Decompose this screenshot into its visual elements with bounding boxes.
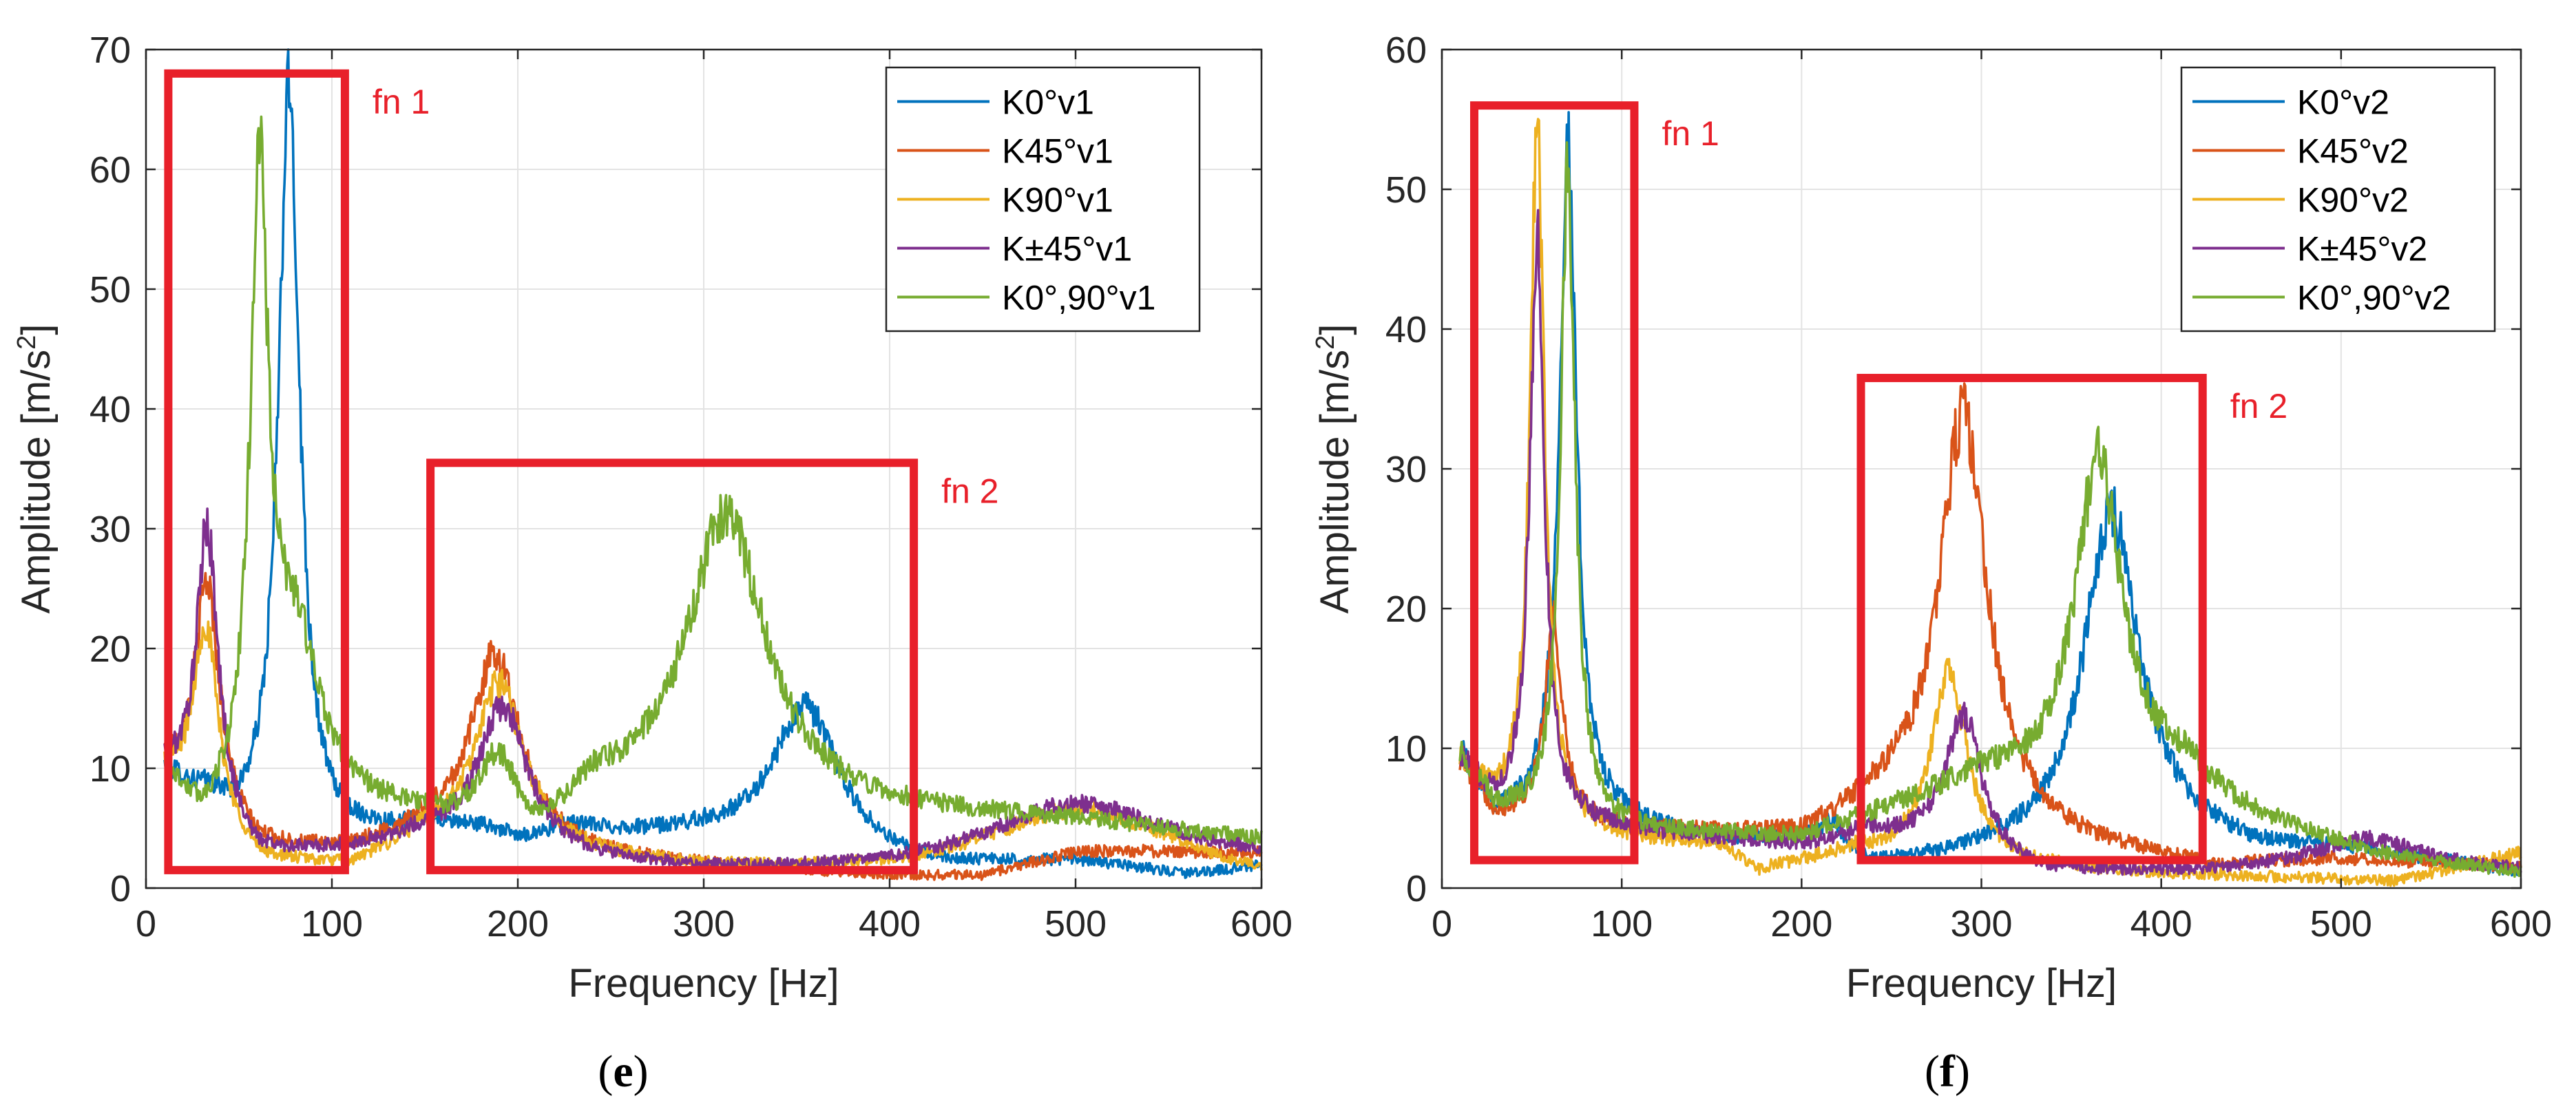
annotation-box-fn-2 — [1856, 374, 2207, 865]
annotation-box-fn-2 — [426, 458, 919, 874]
legend-label-k90-v2: K90°v2 — [2297, 181, 2409, 220]
x-tick-label: 100 — [1591, 903, 1653, 945]
annotation-label-fn-1: fn 1 — [373, 83, 430, 121]
annotation-label-fn-2: fn 2 — [941, 472, 998, 510]
legend-label-k45-v2: K45°v2 — [2297, 132, 2409, 171]
axes-f: 0 100 200 300 400 500 600 0 10 20 30 40 50 60 — [1385, 30, 2552, 945]
x-tick-label: 600 — [2490, 903, 2552, 945]
legend-label-k0-90-v1: K0°,90°v1 — [1002, 279, 1155, 317]
y-tick-label: 40 — [1385, 309, 1427, 350]
x-tick-label: 300 — [673, 903, 735, 945]
x-tick-label: 200 — [1770, 903, 1832, 945]
y-tick-label: 0 — [1406, 868, 1427, 909]
y-tick-label: 60 — [1385, 30, 1427, 71]
legend-f: K0°v2 K45°v2 K90°v2 K±45°v2 K0°,90°v2 — [2180, 66, 2496, 333]
x-axis-label-f: Frequency [Hz] — [1846, 961, 2117, 1006]
y-tick-label: 50 — [90, 269, 131, 310]
legend-label-k0-v2: K0°v2 — [2297, 83, 2389, 122]
x-tick-label: 0 — [136, 903, 156, 945]
x-tick-label: 0 — [1432, 903, 1452, 945]
y-tick-label: 30 — [1385, 449, 1427, 490]
legend-label-k90-v1: K90°v1 — [1002, 181, 1113, 220]
annotation-box-fn-1 — [164, 69, 349, 874]
y-tick-label: 0 — [110, 868, 131, 909]
legend-label-k45-v1: K45°v1 — [1002, 132, 1113, 171]
y-tick-label: 40 — [90, 389, 131, 430]
y-tick-label: 30 — [90, 509, 131, 550]
y-tick-label: 60 — [90, 149, 131, 191]
panel-caption-e: (e) — [598, 1046, 648, 1097]
chart-panel-e: fn 1 fn 2 0 100 200 300 400 500 600 0 10 20 30 40 50 6… — [12, 30, 1292, 1097]
annotation-box-fn-1 — [1470, 101, 1639, 865]
y-tick-label: 70 — [90, 30, 131, 71]
legend-e: K0°v1 K45°v1 K90°v1 K±45°v1 K0°,90°v1 — [885, 66, 1201, 333]
x-tick-label: 100 — [301, 903, 363, 945]
legend-label-k-45-v2: K±45°v2 — [2297, 230, 2427, 268]
y-tick-label: 10 — [90, 748, 131, 790]
legend-label-k0-v1: K0°v1 — [1002, 83, 1094, 122]
y-axis-label-e: Amplitude [m/s2] — [12, 324, 59, 614]
annotation-label-fn-1: fn 1 — [1662, 114, 1719, 153]
y-tick-label: 20 — [90, 629, 131, 670]
x-tick-label: 200 — [487, 903, 549, 945]
legend-label-k-45-v1: K±45°v1 — [1002, 230, 1132, 268]
annotation-boxes-e: fn 1 fn 2 — [164, 69, 999, 874]
x-tick-label: 400 — [2130, 903, 2192, 945]
panel-caption-f: (f) — [1925, 1046, 1970, 1097]
legend-label-k0-90-v2: K0°,90°v2 — [2297, 279, 2451, 317]
x-tick-label: 300 — [1950, 903, 2012, 945]
x-axis-label-e: Frequency [Hz] — [568, 961, 839, 1006]
annotation-label-fn-2: fn 2 — [2230, 387, 2287, 425]
x-tick-label: 500 — [1045, 903, 1107, 945]
annotation-boxes-f: fn 1 fn 2 — [1470, 101, 2287, 865]
x-tick-label: 500 — [2310, 903, 2372, 945]
y-tick-label: 20 — [1385, 589, 1427, 630]
y-tick-label: 10 — [1385, 728, 1427, 770]
y-axis-label-f: Amplitude [m/s2] — [1311, 324, 1357, 614]
axes-e: 0 100 200 300 400 500 600 0 10 20 30 40 50 60 70 — [90, 30, 1292, 945]
x-tick-label: 600 — [1231, 903, 1292, 945]
chart-panel-f: fn 1 fn 2 0 100 200 300 400 500 600 0 10 20 30 40 50 6… — [1311, 30, 2552, 1097]
x-tick-label: 400 — [859, 903, 921, 945]
y-tick-label: 50 — [1385, 169, 1427, 211]
